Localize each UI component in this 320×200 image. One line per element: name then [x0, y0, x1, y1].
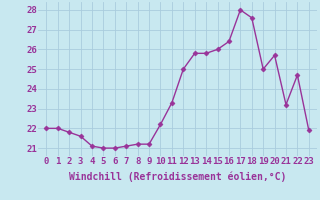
X-axis label: Windchill (Refroidissement éolien,°C): Windchill (Refroidissement éolien,°C): [69, 172, 286, 182]
